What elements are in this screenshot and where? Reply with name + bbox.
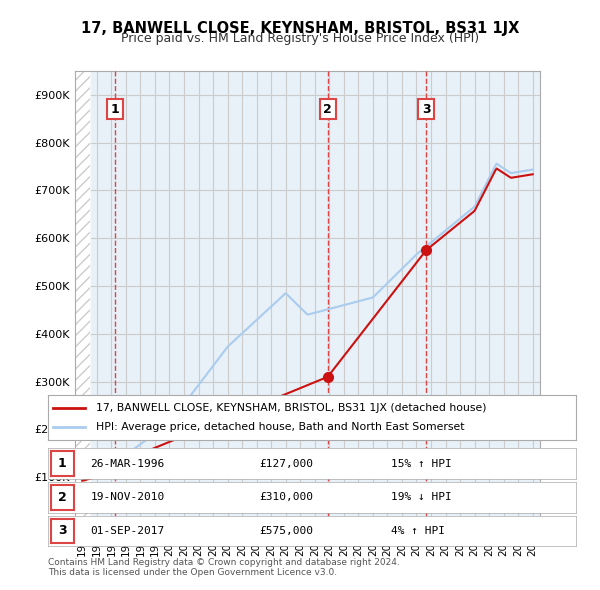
Text: 15% ↑ HPI: 15% ↑ HPI (391, 459, 452, 468)
Text: 01-SEP-2017: 01-SEP-2017 (90, 526, 164, 536)
Text: HPI: Average price, detached house, Bath and North East Somerset: HPI: Average price, detached house, Bath… (95, 422, 464, 432)
Text: £127,000: £127,000 (259, 459, 313, 468)
Text: 19% ↓ HPI: 19% ↓ HPI (391, 493, 452, 502)
Text: 17, BANWELL CLOSE, KEYNSHAM, BRISTOL, BS31 1JX (detached house): 17, BANWELL CLOSE, KEYNSHAM, BRISTOL, BS… (95, 403, 486, 412)
Text: 1: 1 (58, 457, 67, 470)
Bar (75, 71, 89, 525)
Text: 2: 2 (58, 491, 67, 504)
Text: £310,000: £310,000 (259, 493, 313, 502)
Text: 1: 1 (110, 103, 119, 116)
Text: 17, BANWELL CLOSE, KEYNSHAM, BRISTOL, BS31 1JX: 17, BANWELL CLOSE, KEYNSHAM, BRISTOL, BS… (81, 21, 519, 35)
Text: 4% ↑ HPI: 4% ↑ HPI (391, 526, 445, 536)
Text: Price paid vs. HM Land Registry's House Price Index (HPI): Price paid vs. HM Land Registry's House … (121, 32, 479, 45)
Text: £575,000: £575,000 (259, 526, 313, 536)
Text: 3: 3 (422, 103, 431, 116)
Text: 19-NOV-2010: 19-NOV-2010 (90, 493, 164, 502)
Bar (75, 71, 89, 525)
Text: 3: 3 (58, 525, 67, 537)
Text: Contains HM Land Registry data © Crown copyright and database right 2024.
This d: Contains HM Land Registry data © Crown c… (48, 558, 400, 577)
Text: 2: 2 (323, 103, 332, 116)
Text: 26-MAR-1996: 26-MAR-1996 (90, 459, 164, 468)
